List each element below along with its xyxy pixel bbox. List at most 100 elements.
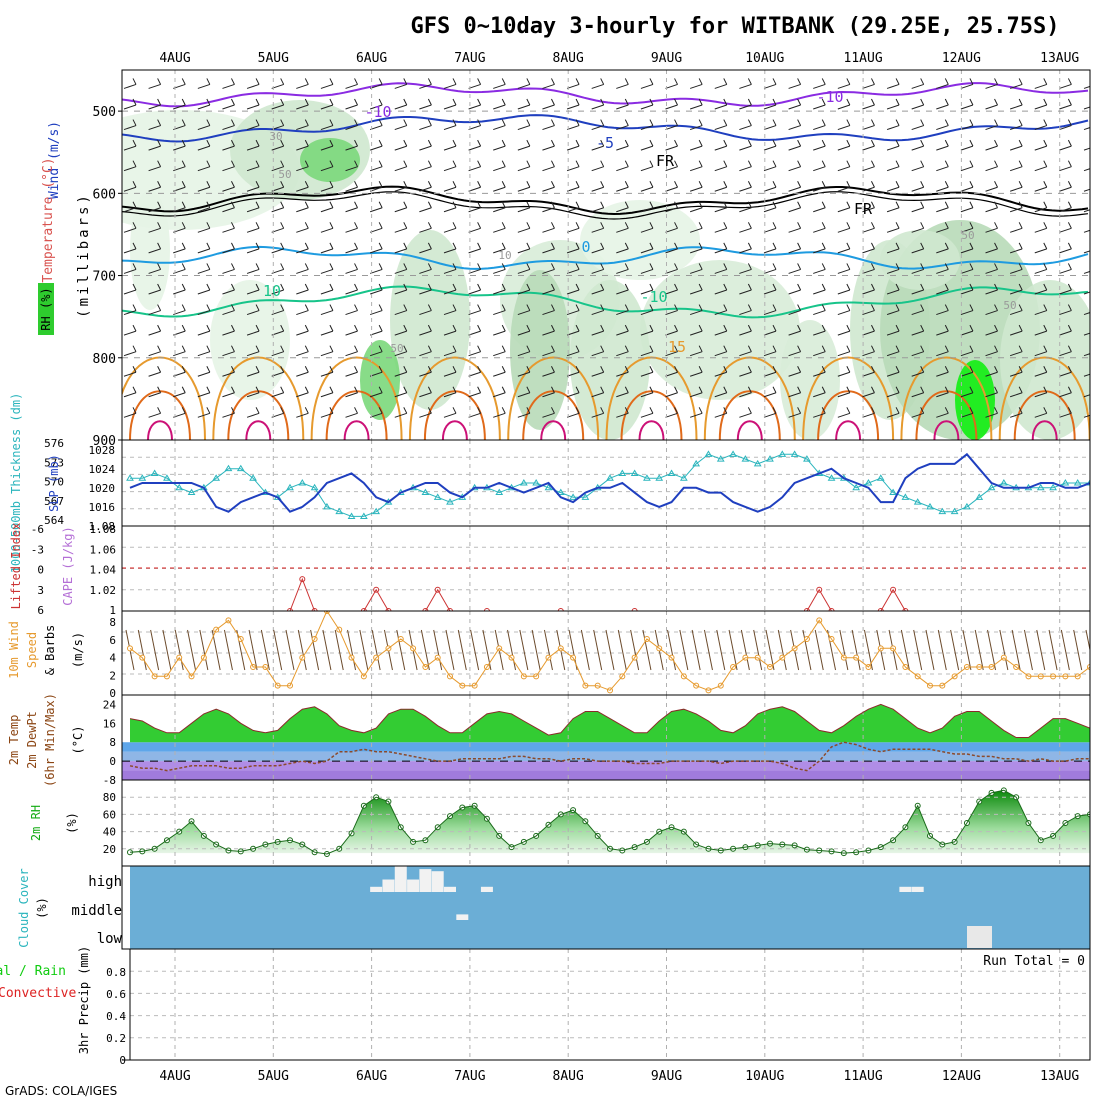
wind-barb-flag — [575, 386, 580, 394]
wind-barb — [911, 330, 924, 336]
x-tick-label: 6AUG — [356, 51, 387, 66]
wind-barb-flag — [944, 78, 949, 85]
wind-barb-flag — [772, 180, 777, 188]
wind-barb-flag — [624, 304, 629, 311]
wind-barb — [640, 145, 654, 151]
wind-barb-flag — [526, 365, 531, 373]
wind-barb — [591, 83, 604, 89]
wind-barb-flag — [157, 283, 162, 291]
wind-barb — [936, 392, 949, 398]
wind10m-barb — [987, 629, 997, 671]
wind10m-barbs — [125, 629, 1090, 671]
wind-barb — [960, 310, 974, 316]
wind-barb-flag — [329, 98, 334, 106]
wind-barb — [197, 412, 211, 418]
x-tick-label: 12AUG — [942, 51, 981, 66]
wind-barb-flag — [1018, 98, 1023, 106]
wind-barb-flag — [1018, 222, 1023, 229]
wind-barb-flag — [378, 242, 383, 250]
wind-barb — [714, 227, 727, 233]
wind-barb-flag — [575, 407, 580, 414]
wind-barb-flag — [1093, 366, 1096, 372]
wind-barb-flag — [895, 119, 900, 126]
wind-barb-flag — [772, 201, 777, 209]
wind10m-barb — [1085, 629, 1090, 653]
wind-barb — [493, 351, 506, 357]
wind-barb-flag — [354, 98, 358, 106]
wind-barb-flag — [871, 78, 875, 85]
wind10m-barb — [753, 629, 763, 671]
dewpt2m-line — [129, 741, 1090, 772]
wind-barb-flag — [1093, 120, 1096, 126]
wind-barb — [862, 166, 875, 172]
wind-barb-flag — [969, 98, 974, 106]
temp-contour — [122, 185, 1089, 216]
wind-barb-flag — [674, 201, 678, 209]
wind-barb — [468, 186, 481, 192]
wind-barb-flag — [846, 324, 851, 332]
wind-barb-flag — [231, 242, 235, 250]
wind-barb-flag — [1093, 346, 1096, 352]
wind-barb-flag — [649, 324, 654, 332]
wind10m-barb — [716, 629, 726, 671]
y-tick-label: 1016 — [89, 501, 116, 514]
wind-barb-flag — [231, 139, 235, 147]
wind-barb — [493, 83, 506, 89]
temp-contour — [122, 82, 1089, 108]
wind-barb-flag — [920, 98, 925, 106]
wind10m-barb — [445, 629, 455, 671]
wind-barb — [1083, 353, 1090, 357]
wind-barb — [616, 125, 629, 131]
wind-barb-flag — [477, 78, 482, 85]
wind-barb-flag — [1018, 407, 1023, 414]
wind-barb — [1059, 268, 1072, 274]
wind-barb — [1059, 371, 1072, 377]
wind-barb-flag — [723, 160, 728, 167]
wind-barb — [345, 104, 358, 110]
wind-barb — [763, 125, 777, 131]
wind-barb-flag — [1093, 161, 1096, 167]
wind-barb — [985, 392, 998, 398]
temp-contour-hot — [441, 420, 468, 440]
wind-barb-flag — [477, 304, 482, 311]
wind-barb — [788, 145, 801, 151]
wind-barb-flag — [551, 324, 555, 332]
wind-barb — [862, 125, 875, 131]
temp2m-ylabel-c: (6hr Min/Max) — [43, 693, 57, 787]
wind-barb-flag — [551, 160, 555, 167]
bottom-x-axis: 4AUG 5AUG 6AUG 7AUG 8AUG 9AUG 10AUG 11AUG 12AUG 1… — [159, 1069, 1079, 1084]
wind-barb — [566, 145, 580, 151]
wind-barb-flag — [821, 365, 826, 373]
wind-barb — [369, 83, 383, 89]
wind-barb-flag — [132, 386, 137, 394]
wind-barb — [566, 351, 580, 357]
wind-barb — [148, 351, 161, 357]
wind-barb — [763, 145, 777, 151]
wind-barb-flag — [157, 180, 162, 188]
wind-barb — [714, 351, 727, 357]
wind-barb — [1009, 83, 1023, 89]
wind-barb — [862, 248, 875, 254]
wind-barb — [616, 104, 629, 110]
wind-barb-flag — [1043, 263, 1048, 270]
wind-barb — [123, 207, 137, 213]
wind-barb-flag — [1093, 222, 1096, 228]
wind-barb-flag — [994, 345, 998, 352]
wind-barb-flag — [575, 345, 580, 352]
wind-barb — [369, 412, 383, 418]
wind-barb — [246, 125, 260, 131]
wind-barb — [517, 248, 531, 254]
wind-barb — [763, 166, 777, 172]
wind-barb — [542, 268, 555, 274]
wind-barb — [640, 186, 654, 192]
wind-barb-flag — [674, 119, 678, 126]
wind-barb — [862, 268, 875, 274]
wind-barb-flag — [354, 345, 358, 352]
footer-credit: GrADS: COLA/IGES — [5, 1084, 117, 1098]
wind-barb — [739, 330, 752, 336]
wind-barb — [911, 83, 924, 89]
wind-barb — [197, 248, 211, 254]
wind-barb-flag — [501, 119, 506, 126]
wind-barb — [591, 166, 604, 172]
